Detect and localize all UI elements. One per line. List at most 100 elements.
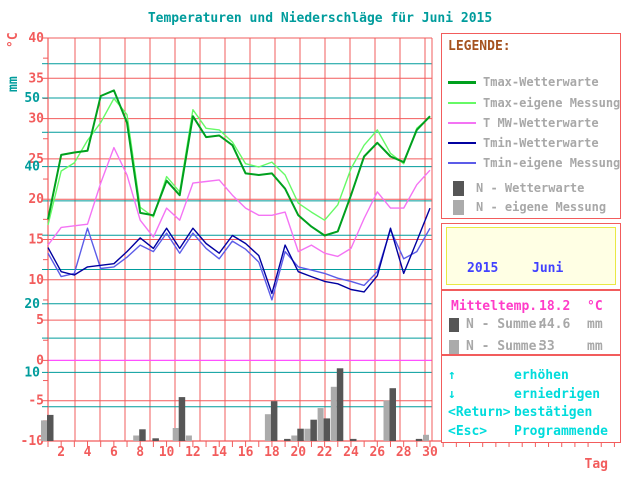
bar-n-wetterwarte bbox=[139, 429, 146, 441]
stat-n-summe: N - Summe: 44.6 mm bbox=[442, 317, 620, 333]
control-key[interactable]: <Return> bbox=[448, 405, 511, 420]
bar-n-eigene bbox=[304, 428, 311, 441]
x-label-day: 18 bbox=[264, 445, 280, 460]
y-axis-caption-mm: mm bbox=[6, 76, 21, 92]
y-label-mm: 40 bbox=[24, 160, 40, 175]
x-label-day: 14 bbox=[211, 445, 227, 460]
legend-item-label: N - eigene Messung bbox=[476, 200, 607, 214]
legend-line-sample bbox=[448, 102, 476, 104]
year-value: 2015 bbox=[467, 261, 499, 276]
bar-n-eigene bbox=[41, 420, 47, 441]
x-label-day: 10 bbox=[159, 445, 175, 460]
legend-line-sample bbox=[448, 122, 476, 124]
bar-n-wetterwarte bbox=[350, 438, 357, 441]
y-axis-caption-celsius: °C bbox=[6, 32, 21, 48]
legend-item-label: N - Wetterwarte bbox=[476, 181, 585, 195]
stat-label: Mitteltemp. bbox=[451, 299, 538, 314]
bar-n-eigene bbox=[264, 414, 271, 441]
control-action-label: erhöhen bbox=[514, 368, 569, 383]
x-axis-caption: Tag bbox=[585, 457, 608, 472]
series-line-t-mw-wetterwarte bbox=[47, 146, 431, 258]
legend-item-label: Tmin-Wetterwarte bbox=[483, 136, 599, 150]
stat-n-summe: N - Summe: 33 mm bbox=[442, 339, 620, 355]
month-value: Juni bbox=[532, 261, 564, 276]
x-label-day: 16 bbox=[238, 445, 254, 460]
x-label-day: 12 bbox=[185, 445, 201, 460]
control-key[interactable]: <Esc> bbox=[448, 424, 488, 439]
bar-n-eigene bbox=[317, 408, 324, 441]
y-label-temp: 25 bbox=[28, 152, 44, 167]
legend-item: N - eigene Messung bbox=[448, 199, 606, 215]
legend-line-sample bbox=[448, 142, 476, 144]
y-label-mm: 20 bbox=[24, 297, 40, 312]
bar-n-eigene bbox=[383, 400, 390, 441]
control-action-label: Programmende bbox=[514, 424, 608, 439]
y-label-temp: 5 bbox=[36, 313, 44, 328]
x-label-day: 20 bbox=[290, 445, 306, 460]
legend-item-label: Tmax-eigene Messung bbox=[483, 96, 621, 110]
legend-item-label: Tmax-Wetterwarte bbox=[483, 75, 599, 89]
legend-item: Tmax-eigene Messung bbox=[448, 95, 620, 111]
y-label-temp: 20 bbox=[28, 192, 44, 207]
control-hint: ↑ erhöhen bbox=[448, 368, 569, 384]
x-label-day: 30 bbox=[422, 445, 438, 460]
control-action-label: bestätigen bbox=[514, 405, 593, 420]
bar-n-wetterwarte bbox=[323, 418, 331, 441]
x-label-day: 24 bbox=[343, 445, 359, 460]
stat-swatch bbox=[449, 340, 459, 354]
legend-item: Tmax-Wetterwarte bbox=[448, 74, 599, 90]
stat-value: 18.2 bbox=[539, 299, 571, 314]
x-label-day: 28 bbox=[396, 445, 412, 460]
bar-n-wetterwarte bbox=[47, 414, 54, 441]
bar-n-wetterwarte bbox=[297, 428, 304, 441]
bar-n-eigene bbox=[185, 435, 192, 441]
legend-item-label: Tmin-eigene Messung bbox=[483, 156, 621, 170]
bar-n-wetterwarte bbox=[284, 438, 291, 441]
bar-n-wetterwarte bbox=[310, 419, 317, 441]
chart-title: Temperaturen und Niederschläge für Juni … bbox=[147, 11, 493, 26]
bar-n-wetterwarte bbox=[389, 388, 396, 441]
stat-mitteltemp: Mitteltemp. 18.2 °C bbox=[442, 299, 620, 315]
control-action-label: erniedrigen bbox=[514, 387, 601, 402]
control-hint: ↓ erniedrigen bbox=[448, 387, 600, 403]
bar-n-eigene bbox=[172, 428, 179, 441]
control-key[interactable]: ↓ bbox=[448, 387, 456, 402]
legend-item: T MW-Wetterwarte bbox=[448, 115, 599, 131]
stat-unit: mm bbox=[587, 317, 603, 332]
series-line-tmax-wetterwarte bbox=[47, 89, 431, 237]
control-hint: <Esc> Programmende bbox=[448, 424, 608, 440]
y-label-temp: 15 bbox=[28, 233, 44, 248]
stat-unit: mm bbox=[587, 339, 603, 354]
bar-n-eigene bbox=[133, 435, 140, 441]
bar-n-wetterwarte bbox=[336, 368, 344, 441]
legend-title: LEGENDE: bbox=[448, 39, 511, 54]
x-label-day: 8 bbox=[136, 445, 144, 460]
series-line-tmin-wetterwarte bbox=[47, 207, 431, 295]
control-key[interactable]: ↑ bbox=[448, 368, 456, 383]
bar-n-wetterwarte bbox=[152, 438, 159, 441]
legend-item-label: T MW-Wetterwarte bbox=[483, 116, 599, 130]
bar-n-wetterwarte bbox=[415, 438, 423, 441]
bar-n-eigene bbox=[291, 435, 298, 441]
stats-panel: Mitteltemp. 18.2 °C N - Summe: 44.6 mm N - Sum… bbox=[441, 290, 621, 355]
stat-value: 44.6 bbox=[539, 317, 571, 332]
legend-item: Tmin-Wetterwarte bbox=[448, 135, 599, 151]
legend-panel: LEGENDE: Tmax-Wetterwarte Tmax-eigene Mes… bbox=[441, 33, 621, 219]
stat-value: 33 bbox=[539, 339, 555, 354]
control-hint: <Return> bestätigen bbox=[448, 405, 592, 421]
series-line-tmin-eigene-messung bbox=[47, 227, 431, 301]
series-line-tmax-eigene-messung bbox=[47, 97, 431, 226]
legend-line-sample bbox=[448, 162, 476, 164]
legend-bar-sample bbox=[453, 199, 464, 215]
x-label-day: 2 bbox=[57, 445, 65, 460]
legend-item: Tmin-eigene Messung bbox=[448, 155, 620, 171]
bar-n-eigene bbox=[423, 434, 429, 441]
stat-label: N - Summe: bbox=[466, 339, 545, 354]
y-label-temp: 10 bbox=[28, 273, 44, 288]
month-selector-panel[interactable]: 2015 Juni bbox=[441, 223, 621, 290]
y-label-mm: 50 bbox=[24, 91, 40, 106]
x-label-day: 6 bbox=[110, 445, 118, 460]
controls-panel: ↑ erhöhen ↓ erniedrigen <Return> bestätigen <E… bbox=[441, 355, 621, 443]
month-selector-inner: 2015 Juni bbox=[446, 227, 616, 285]
